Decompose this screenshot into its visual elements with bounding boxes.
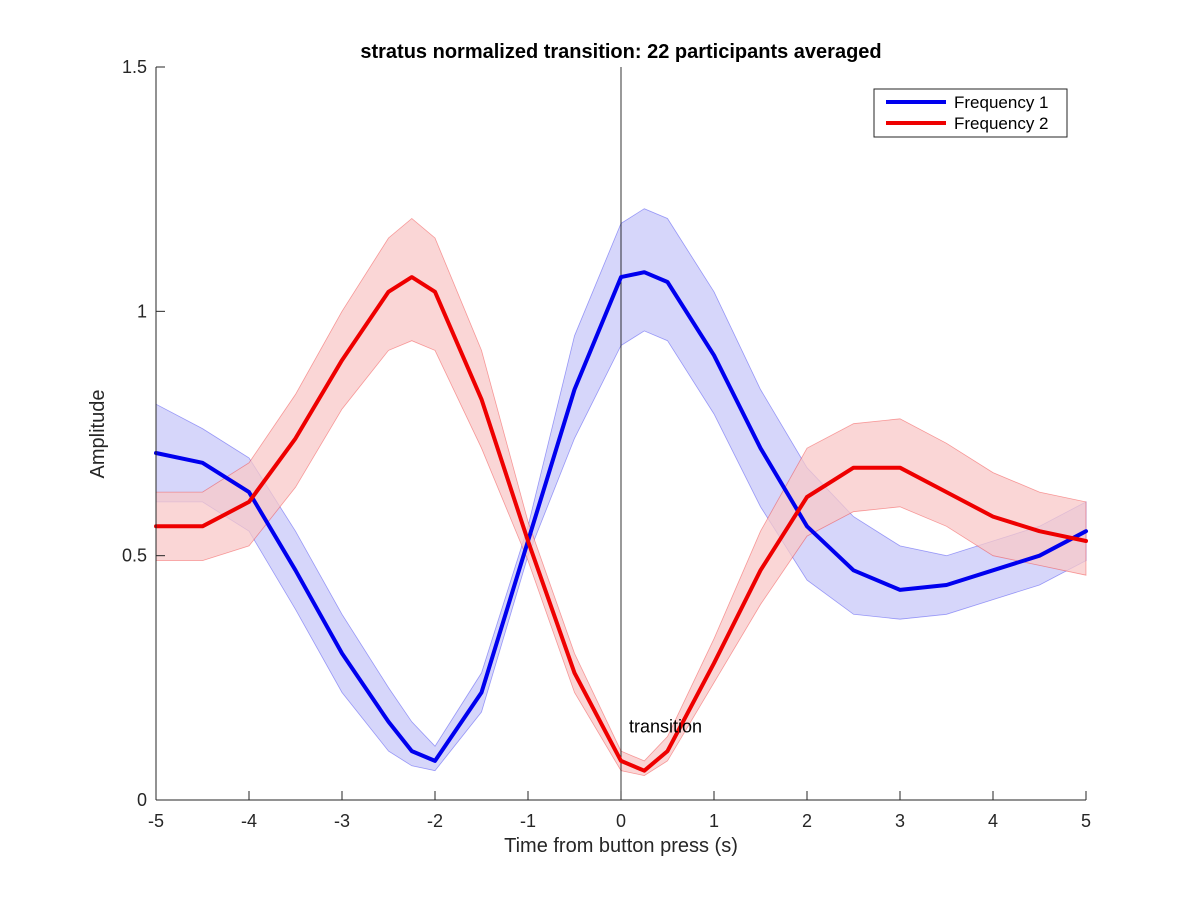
x-tick-label: 5 xyxy=(1081,811,1091,831)
x-tick-label: -2 xyxy=(427,811,443,831)
legend: Frequency 1 Frequency 2 xyxy=(873,88,1068,138)
line-series-1 xyxy=(154,270,1088,763)
x-tick-label: 0 xyxy=(616,811,626,831)
y-tick-label: 0.5 xyxy=(122,546,147,566)
y-tick-label: 0 xyxy=(137,790,147,810)
x-tick-label: 1 xyxy=(709,811,719,831)
transition-label: transition xyxy=(629,717,702,737)
x-tick-label: 4 xyxy=(988,811,998,831)
legend-label-2: Frequency 2 xyxy=(954,114,1049,133)
x-tick-label: -5 xyxy=(148,811,164,831)
x-tick-label: 3 xyxy=(895,811,905,831)
y-tick-label: 1 xyxy=(137,301,147,321)
legend-label-1: Frequency 1 xyxy=(954,93,1049,112)
chart-title: stratus normalized transition: 22 partic… xyxy=(360,41,881,63)
band-series-2 xyxy=(155,217,1087,777)
y-axis-label: Amplitude xyxy=(87,390,109,479)
line-series-2 xyxy=(154,275,1088,773)
series-lines: transition xyxy=(154,67,1088,800)
x-tick-label: -3 xyxy=(334,811,350,831)
ticks: -5 -4 -3 -2 -1 0 1 2 3 4 5 0 0.5 1 1.5 xyxy=(122,57,1091,831)
x-axis-label: Time from button press (s) xyxy=(504,835,738,857)
x-tick-label: -1 xyxy=(520,811,536,831)
legend-box xyxy=(873,88,1068,138)
x-tick-label: 2 xyxy=(802,811,812,831)
y-tick-label: 1.5 xyxy=(122,57,147,77)
x-tick-label: -4 xyxy=(241,811,257,831)
